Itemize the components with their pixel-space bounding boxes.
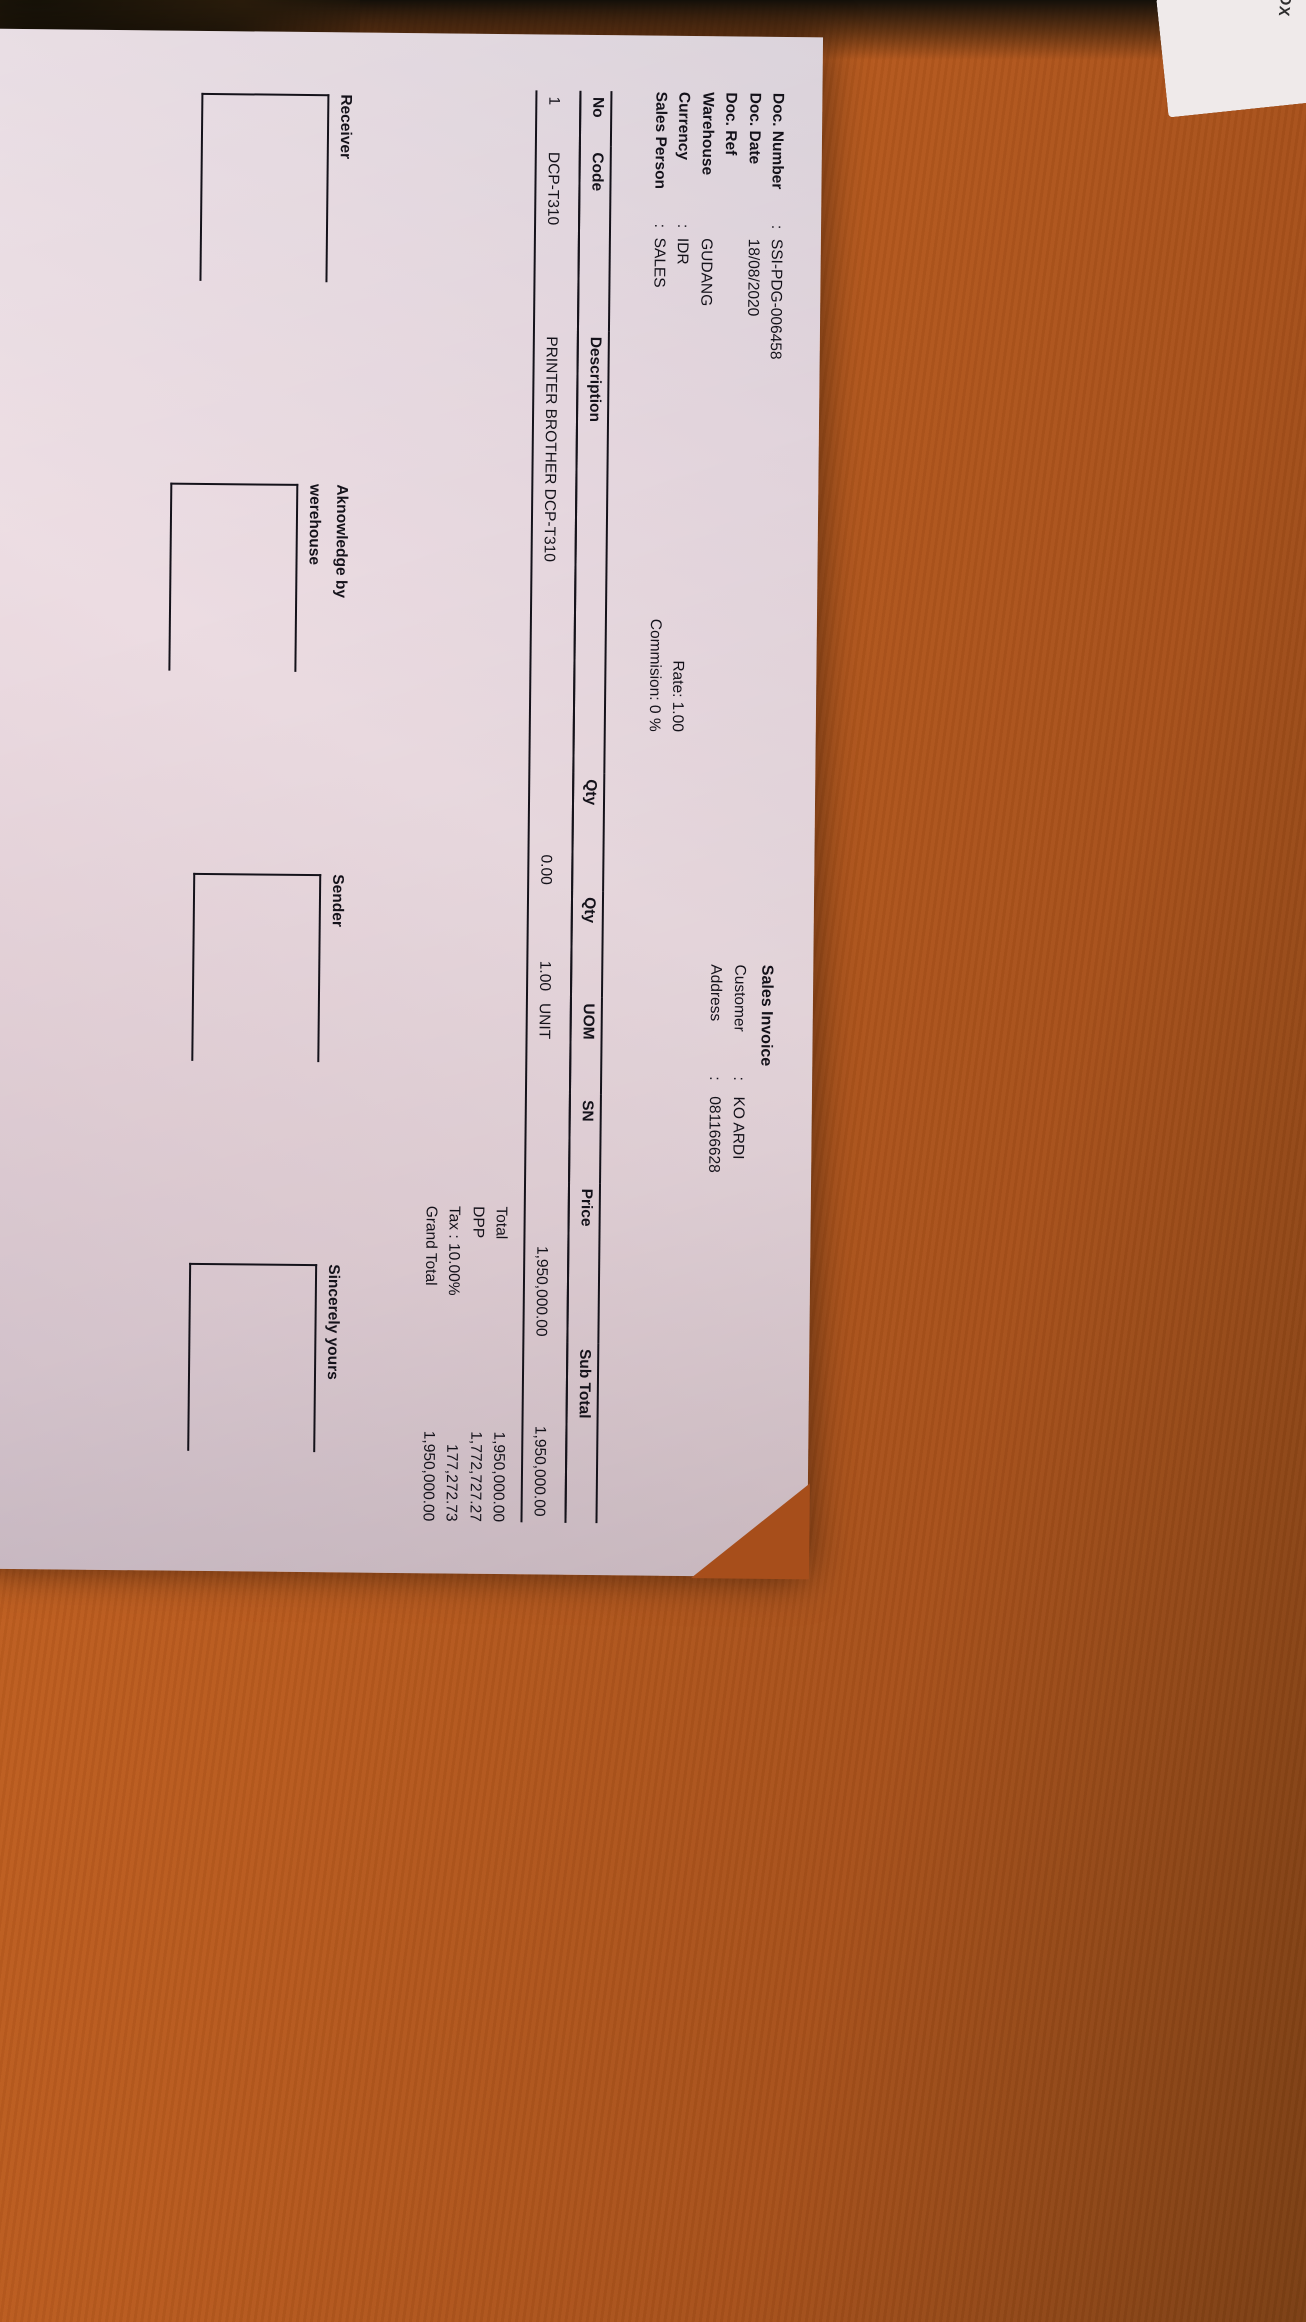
field-separator: :: [768, 224, 786, 230]
signature-box: [168, 482, 299, 672]
cell-qty2: 1.00: [536, 960, 554, 992]
totals-section: Total 1,950,000.00 DPP 1,772,727.27 Tax …: [416, 89, 525, 1523]
header-left-column: Doc. Number : SSI-PDG-006458 Doc. Date 1…: [642, 92, 789, 733]
header-right-column: Sales Invoice Customer : KO ARDI Address…: [633, 964, 779, 1525]
signature-caption: Sender: [329, 874, 347, 928]
col-header-qty2: Qty: [571, 891, 603, 998]
sales-commission: Commision: 0 %: [645, 618, 665, 732]
field-value: 081166628: [704, 1096, 723, 1173]
signature-box: [187, 1262, 318, 1453]
col-header-uom: UOM: [570, 997, 602, 1095]
signature-box: [191, 872, 322, 1063]
field-value: SALES: [650, 237, 669, 288]
totals-table: Total 1,950,000.00 DPP 1,772,727.27 Tax …: [416, 1206, 514, 1523]
total-label: Tax : 10.00%: [445, 1205, 464, 1296]
field-label: Address: [706, 964, 724, 1022]
signature-caption: Sincerely yours: [324, 1264, 343, 1380]
signature-block-acknowledge: Aknowledge by werehouse: [167, 482, 352, 735]
col-header-code: Code: [578, 146, 611, 331]
signature-caption: Aknowledge by: [332, 484, 351, 599]
field-separator: [695, 224, 717, 238]
field-label: Currency: [675, 91, 693, 161]
field-label: Sales Person: [651, 91, 670, 190]
total-value: 1,950,000.00: [419, 1430, 438, 1522]
col-header-sn: SN: [569, 1093, 601, 1183]
total-value: 177,272.73: [442, 1443, 461, 1522]
cell-price: 1,950,000.00: [532, 1245, 551, 1337]
signature-box: [199, 92, 330, 283]
field-label: Customer: [730, 964, 749, 1032]
document-title: Sales Invoice: [757, 964, 776, 1067]
col-header-subtotal: Sub Total: [565, 1342, 599, 1524]
field-value: GUDANG: [697, 238, 715, 307]
total-row-grand-total: Grand Total 1,950,000.00: [416, 1206, 443, 1522]
field-separator: :: [651, 223, 669, 229]
field-label: Doc. Number: [768, 92, 787, 190]
total-row-tax: Tax : 10.00% 177,272.73: [439, 1206, 466, 1522]
cell-qty1: 0.00: [537, 854, 555, 885]
field-value: [714, 238, 741, 732]
field-label: Warehouse: [698, 92, 717, 176]
signature-block-sender: Sender: [163, 872, 348, 1125]
field-customer: Customer : KO ARDI: [723, 964, 750, 1524]
signature-block-sincerely: Sincerely yours: [159, 1262, 344, 1515]
field-separator: :: [674, 223, 692, 229]
col-header-qty1: Qty: [572, 773, 605, 892]
currency-rate: Rate: 1.00: [669, 660, 688, 732]
paper-scrap: [1156, 0, 1306, 126]
field-value: KO ARDI: [729, 1096, 747, 1160]
cell-no: 1: [545, 96, 563, 106]
scrap-label: OX: [1275, 0, 1295, 18]
field-label: Doc. Ref: [722, 92, 740, 156]
invoice-header: Doc. Number : SSI-PDG-006458 Doc. Date 1…: [633, 92, 788, 1525]
signature-subcaption: werehouse: [305, 484, 324, 566]
col-header-price: Price: [567, 1182, 600, 1344]
scrap-serration-right: [1296, 0, 1306, 108]
cell-code: DCP-T310: [544, 151, 563, 226]
cell-subtotal: 1,950,000.00: [530, 1425, 549, 1517]
cell-sn: [526, 1093, 570, 1182]
field-label: Doc. Date: [745, 92, 764, 165]
field-address: Address : 081166628: [699, 964, 726, 1524]
invoice-sheet: Doc. Number : SSI-PDG-006458 Doc. Date 1…: [0, 28, 824, 1580]
col-header-desc: Description: [573, 330, 609, 774]
signature-caption: Receiver: [337, 94, 355, 160]
cell-description: PRINTER BROTHER DCP-T310: [540, 336, 561, 563]
total-row-total: Total 1,950,000.00: [486, 1206, 514, 1522]
signature-block-receiver: Receiver: [172, 92, 357, 345]
field-value: IDR: [674, 237, 692, 265]
field-value: 18/08/2020: [743, 238, 762, 317]
field-separator: [719, 224, 741, 238]
total-value: 1,772,727.27: [466, 1431, 485, 1522]
field-doc-number: Doc. Number : SSI-PDG-006458: [760, 93, 788, 733]
field-separator: :: [730, 1076, 748, 1081]
line-items-table: No Code Description Qty Qty UOM SN Price…: [522, 90, 612, 1524]
field-value: SSI-PDG-006458: [766, 238, 785, 360]
field-separator: [742, 225, 764, 239]
signature-section: Receiver Aknowledge by werehouse Sender …: [159, 87, 357, 1521]
total-label: DPP: [469, 1206, 487, 1239]
total-label: Total: [492, 1206, 510, 1240]
col-header-no: No: [580, 90, 612, 147]
total-row-dpp: DPP 1,772,727.27: [463, 1206, 490, 1522]
total-value: 1,950,000.00: [489, 1431, 508, 1523]
field-separator: :: [705, 1076, 723, 1081]
invoice-page: Doc. Number : SSI-PDG-006458 Doc. Date 1…: [0, 29, 823, 1578]
cell-uom: UNIT: [535, 1002, 554, 1040]
total-label: Grand Total: [421, 1205, 440, 1286]
